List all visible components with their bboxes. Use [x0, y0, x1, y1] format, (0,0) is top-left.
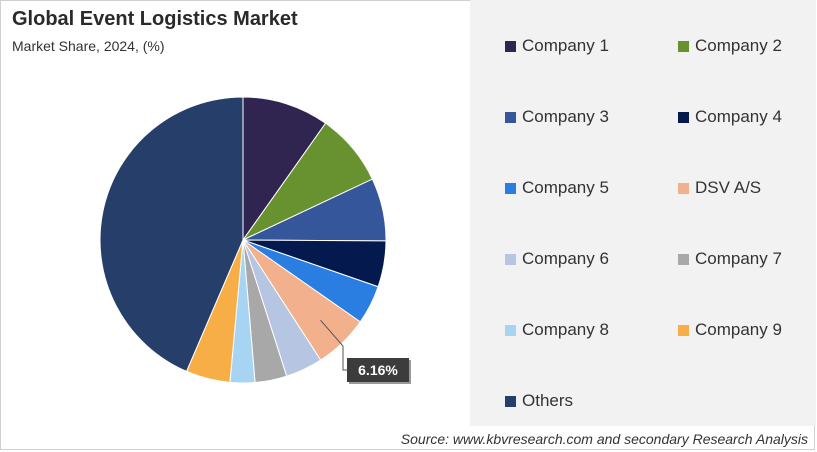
pie-chart: 6.16% — [99, 96, 411, 384]
data-label-leader-line — [320, 319, 347, 371]
legend-item-company-9: Company 9 — [678, 320, 782, 340]
legend-swatch — [678, 182, 689, 194]
legend-item-company-6: Company 6 — [505, 249, 609, 269]
legend-label: DSV A/S — [695, 178, 762, 197]
legend-swatch — [505, 324, 516, 336]
legend-item-others: Others — [505, 391, 573, 411]
source-note: Source: www.kbvresearch.com and secondar… — [400, 431, 808, 447]
legend-item-company-7: Company 7 — [678, 249, 782, 269]
legend-label: Company 6 — [522, 249, 609, 268]
legend-swatch — [678, 324, 689, 336]
legend-label: Company 5 — [522, 178, 609, 197]
data-label-box — [347, 358, 409, 382]
legend-label: Company 4 — [695, 107, 782, 126]
legend-swatch — [505, 111, 516, 123]
legend-swatch — [678, 253, 689, 265]
legend-label: Company 9 — [695, 320, 782, 339]
legend-swatch — [505, 40, 516, 52]
chart-subtitle: Market Share, 2024, (%) — [12, 38, 165, 54]
legend-item-company-2: Company 2 — [678, 36, 782, 56]
legend-item-company-8: Company 8 — [505, 320, 609, 340]
legend-panel — [470, 0, 816, 426]
chart-title: Global Event Logistics Market — [12, 8, 298, 30]
legend-label: Company 7 — [695, 249, 782, 268]
legend-swatch — [505, 395, 516, 407]
legend-label: Company 8 — [522, 320, 609, 339]
legend-item-company-5: Company 5 — [505, 178, 609, 198]
pie-slice-others — [99, 96, 244, 373]
pie-slice-company-1 — [242, 96, 327, 242]
legend-swatch — [678, 111, 689, 123]
legend-label: Company 3 — [522, 107, 609, 126]
legend-label: Company 2 — [695, 36, 782, 55]
legend-item-company-3: Company 3 — [505, 107, 609, 127]
legend-item-company-1: Company 1 — [505, 36, 609, 56]
legend-label: Company 1 — [522, 36, 609, 55]
legend-item-dsv-a-s: DSV A/S — [678, 178, 761, 198]
legend-item-company-4: Company 4 — [678, 107, 782, 127]
legend-swatch — [505, 253, 516, 265]
legend-swatch — [505, 182, 516, 194]
legend-swatch — [678, 40, 689, 52]
data-label-dsv-a-s: 6.16% — [358, 362, 398, 378]
legend-label: Others — [522, 391, 574, 410]
